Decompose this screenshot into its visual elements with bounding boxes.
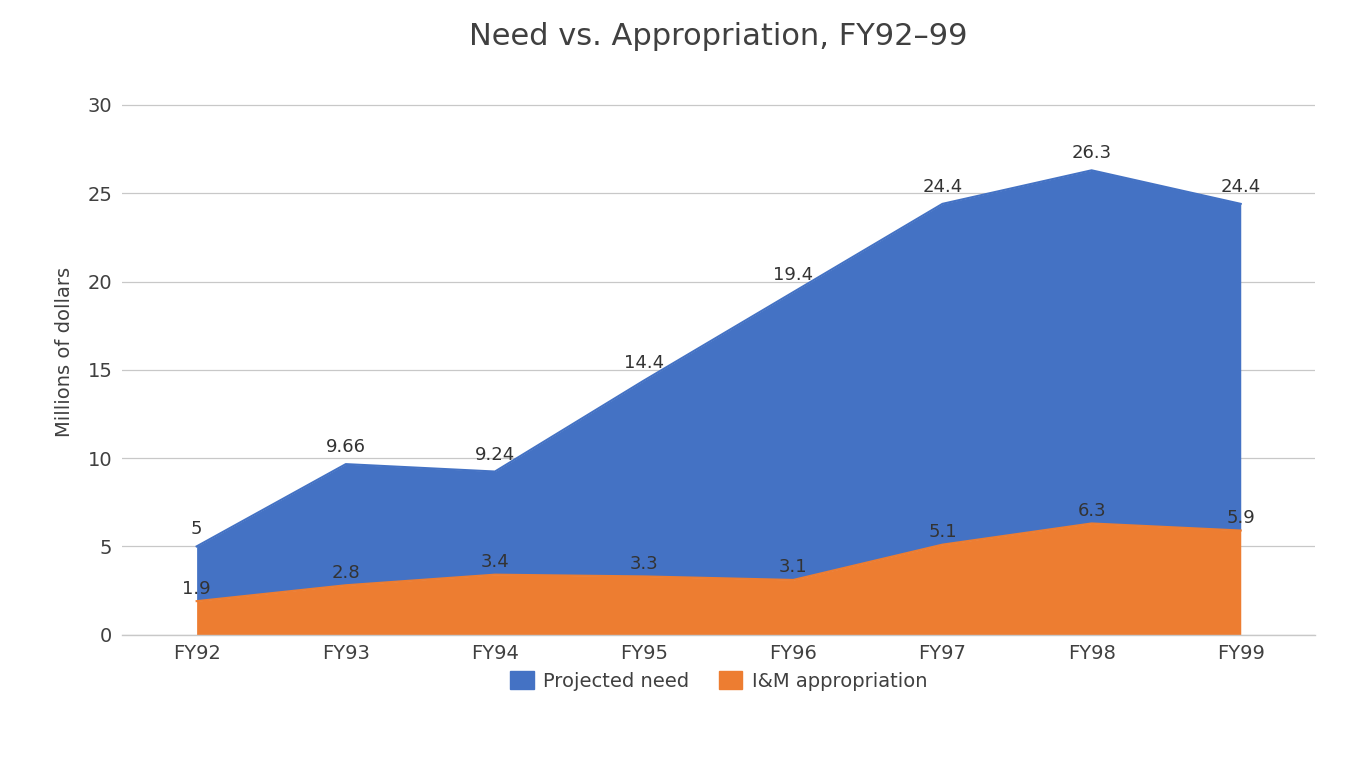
- Text: 5: 5: [191, 520, 202, 539]
- Text: 9.66: 9.66: [325, 438, 366, 456]
- Legend: Projected need, I&M appropriation: Projected need, I&M appropriation: [503, 663, 934, 698]
- Text: 6.3: 6.3: [1077, 502, 1106, 520]
- Text: 19.4: 19.4: [773, 266, 814, 284]
- Text: 1.9: 1.9: [182, 580, 212, 598]
- Text: 2.8: 2.8: [331, 563, 361, 582]
- Text: 26.3: 26.3: [1071, 145, 1112, 163]
- Text: 9.24: 9.24: [475, 446, 515, 464]
- Text: 3.3: 3.3: [629, 555, 659, 573]
- Text: 3.4: 3.4: [480, 553, 510, 571]
- Text: 24.4: 24.4: [1220, 178, 1261, 196]
- Title: Need vs. Appropriation, FY92–99: Need vs. Appropriation, FY92–99: [469, 22, 968, 50]
- Text: 5.9: 5.9: [1226, 509, 1256, 527]
- Y-axis label: Millions of dollars: Millions of dollars: [54, 267, 73, 437]
- Text: 24.4: 24.4: [922, 178, 963, 196]
- Text: 3.1: 3.1: [778, 558, 808, 577]
- Text: 14.4: 14.4: [624, 354, 664, 372]
- Text: 5.1: 5.1: [928, 523, 957, 541]
